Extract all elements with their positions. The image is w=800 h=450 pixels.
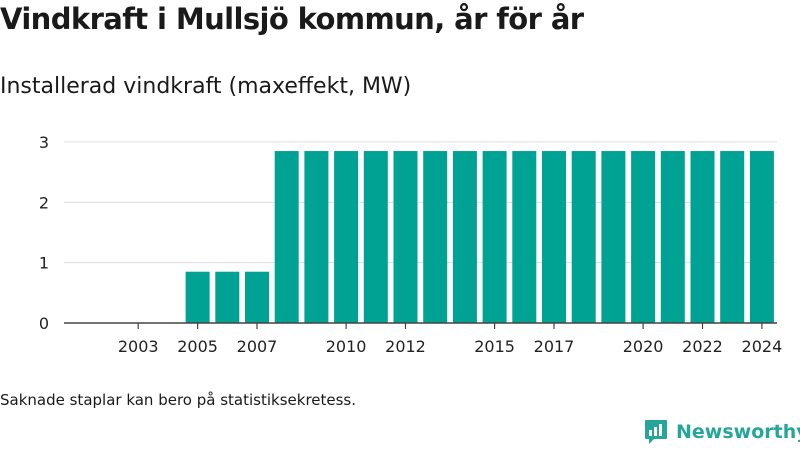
bar [512, 151, 537, 323]
bar [720, 151, 745, 323]
x-tick-label: 2005 [177, 337, 218, 356]
x-tick-label: 2015 [474, 337, 515, 356]
bar [749, 151, 774, 323]
x-tick-label: 2012 [385, 337, 426, 356]
newsworthy-logo-icon [645, 420, 667, 444]
bar [452, 151, 477, 323]
bar [215, 271, 240, 323]
bar [631, 151, 656, 323]
bar [423, 151, 448, 323]
bar [393, 151, 418, 323]
bar [245, 271, 269, 323]
bar [334, 151, 359, 323]
x-tick-label: 2003 [118, 337, 159, 356]
x-tick-label: 2007 [237, 337, 278, 356]
bar [690, 151, 715, 323]
y-tick-label: 0 [39, 314, 49, 333]
bar [185, 271, 210, 323]
y-tick-label: 3 [39, 133, 49, 152]
x-tick-label: 2024 [742, 337, 783, 356]
brand-logo: Newsworthy [644, 419, 800, 445]
bar [660, 151, 685, 323]
bar [363, 151, 388, 323]
bar [304, 151, 329, 323]
bar [571, 151, 596, 323]
bar [274, 151, 299, 323]
bar [542, 151, 566, 323]
x-tick-label: 2022 [682, 337, 723, 356]
bar [601, 151, 626, 323]
y-tick-label: 1 [39, 254, 49, 273]
bar [482, 151, 507, 323]
x-tick-label: 2017 [534, 337, 575, 356]
brand-name: Newsworthy [676, 421, 800, 443]
x-tick-label: 2010 [326, 337, 367, 356]
chart-subtitle: Installerad vindkraft (maxeffekt, MW) [0, 74, 412, 99]
x-tick-label: 2020 [623, 337, 664, 356]
y-tick-label: 2 [39, 193, 49, 212]
footnote: Saknade staplar kan bero på statistiksek… [0, 391, 357, 409]
chart-title: Vindkraft i Mullsjö kommun, år för år [0, 2, 584, 36]
